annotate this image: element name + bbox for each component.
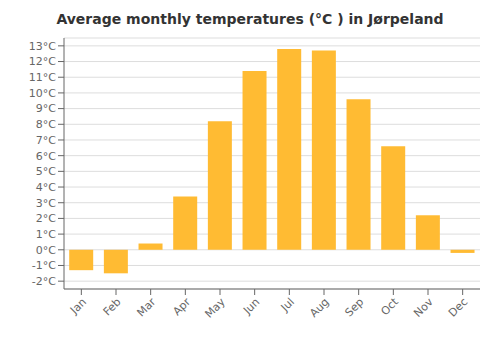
html-text:Average monthly temperatures (: Average monthly temperatures (°C ) in Jø… <box>56 11 444 27</box>
svg-text:Jul: Jul <box>278 295 297 314</box>
svg-text:Mar: Mar <box>134 295 158 319</box>
svg-text:4°C: 4°C <box>36 181 56 194</box>
svg-text:Aug: Aug <box>307 295 331 319</box>
svg-text:2°C: 2°C <box>36 212 56 225</box>
svg-text:13°C: 13°C <box>29 40 56 53</box>
svg-text:Apr: Apr <box>170 295 193 318</box>
svg-text:3°C: 3°C <box>36 197 56 210</box>
svg-text:5°C: 5°C <box>36 165 56 178</box>
svg-text:Jun: Jun <box>240 295 262 317</box>
svg-text:12°C: 12°C <box>29 55 56 68</box>
svg-text:1°C: 1°C <box>36 228 56 241</box>
svg-text:Oct: Oct <box>378 295 401 318</box>
svg-text:8°C: 8°C <box>36 118 56 131</box>
svg-text:7°C: 7°C <box>36 134 56 147</box>
svg-text:May: May <box>202 295 228 321</box>
svg-text:-2°C: -2°C <box>32 275 56 288</box>
svg-text:Jan: Jan <box>67 295 89 317</box>
svg-text:Nov: Nov <box>411 295 436 320</box>
svg-text:10°C: 10°C <box>29 87 56 100</box>
svg-text:Feb: Feb <box>101 295 124 318</box>
svg-text:6°C: 6°C <box>36 150 56 163</box>
svg-text:11°C: 11°C <box>29 71 56 84</box>
svg-text:Sep: Sep <box>342 295 366 319</box>
svg-text:9°C: 9°C <box>36 102 56 115</box>
svg-text:-1°C: -1°C <box>32 259 56 272</box>
svg-text:Dec: Dec <box>446 295 470 319</box>
svg-text:0°C: 0°C <box>36 244 56 257</box>
